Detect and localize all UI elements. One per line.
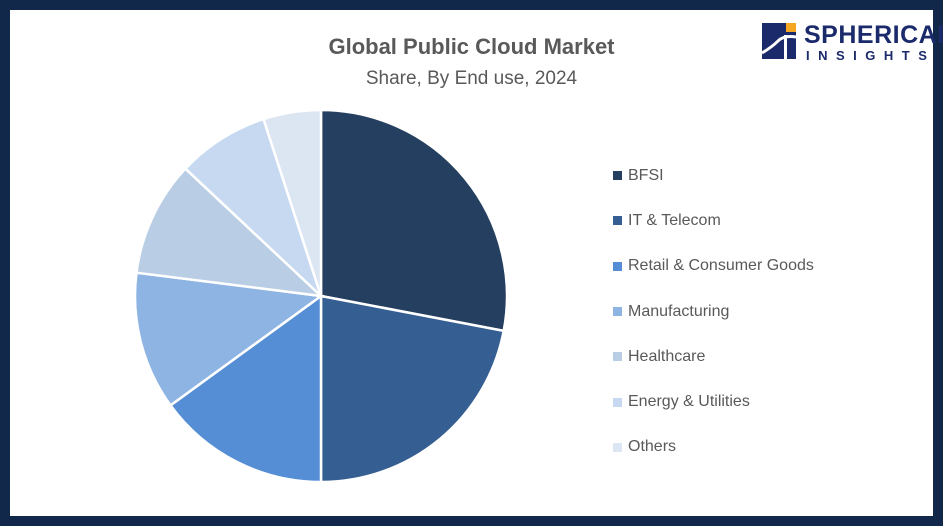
legend: BFSI IT & Telecom Retail & Consumer Goods M… — [613, 153, 814, 470]
pie-slice-manufacturing — [133, 271, 325, 408]
legend-label: BFSI — [628, 166, 664, 184]
legend-label: Others — [628, 438, 677, 456]
logo-text-primary: SPHERICAL — [804, 21, 943, 49]
pie-chart — [133, 108, 509, 484]
legend-label: Retail & Consumer Goods — [628, 257, 814, 275]
legend-swatch — [613, 307, 622, 317]
legend-item: IT & Telecom — [613, 198, 814, 243]
chart-title: Global Public Cloud Market — [328, 34, 615, 59]
legend-swatch — [613, 216, 622, 226]
legend-label: IT & Telecom — [628, 211, 721, 229]
chart-subtitle: Share, By End use, 2024 — [365, 68, 578, 89]
legend-label: Manufacturing — [628, 302, 730, 320]
pie-slice-energy-utilities — [183, 117, 323, 297]
legend-swatch — [613, 261, 622, 271]
legend-swatch — [613, 171, 622, 181]
logo-mark-icon — [762, 23, 796, 59]
legend-label: Energy & Utilities — [628, 393, 750, 411]
legend-swatch — [613, 442, 622, 452]
legend-item: Retail & Consumer Goods — [613, 244, 814, 289]
legend-item: Energy & Utilities — [613, 379, 814, 424]
pie-slice-retail-consumer-goods — [168, 293, 323, 484]
legend-swatch — [613, 397, 622, 407]
chart-card: Global Public Cloud Market Share, By End… — [10, 10, 943, 516]
pie-slice-bfsi — [319, 108, 509, 333]
pie-slice-it-telecom — [319, 294, 506, 484]
legend-item: Healthcare — [613, 334, 814, 379]
spherical-insights-logo: SPHERICAL INSIGHTS — [762, 17, 943, 63]
legend-item: BFSI — [613, 153, 814, 198]
logo-text-secondary: INSIGHTS — [806, 48, 936, 63]
legend-item: Manufacturing — [613, 289, 814, 334]
pie-slice-others — [261, 108, 323, 297]
legend-label: Healthcare — [628, 347, 706, 365]
legend-item: Others — [613, 425, 814, 470]
legend-swatch — [613, 352, 622, 362]
pie-slice-healthcare — [135, 166, 325, 298]
